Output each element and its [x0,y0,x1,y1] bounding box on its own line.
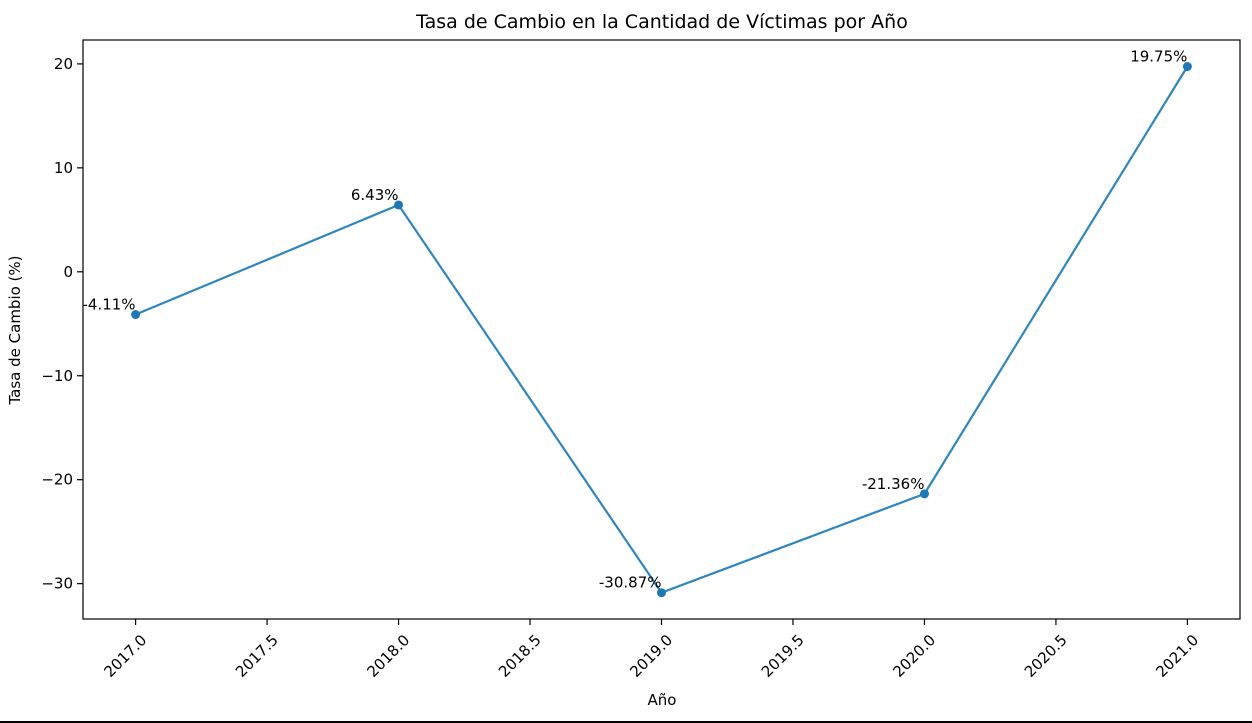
x-tick-label: 2020.5 [1021,631,1071,681]
x-tick-label: 2021.0 [1152,631,1202,681]
chart-title: Tasa de Cambio en la Cantidad de Víctima… [415,11,908,33]
x-tick-label: 2019.0 [626,631,676,681]
data-label: -21.36% [862,475,925,493]
data-point [131,310,141,320]
data-point [657,588,666,598]
data-point [394,200,404,210]
y-tick-label: −10 [41,367,73,385]
data-label: 19.75% [1130,48,1187,66]
y-tick-label: 10 [54,159,73,177]
x-tick-label: 2018.5 [495,631,545,681]
x-tick-label: 2018.0 [363,631,413,681]
x-tick-label: 2019.5 [758,631,808,681]
y-tick-label: −30 [41,575,73,593]
data-point [1182,62,1192,72]
x-tick-label: 2017.5 [232,631,282,681]
series-line [135,65,1189,595]
y-axis-label: Tasa de Cambio (%) [6,255,24,405]
figure-bottom-border [0,721,1252,723]
x-axis: 2017.0 2017.5 2018.0 2018.5 2019.0 2019.5 2020… [100,619,1202,681]
x-tick-label: 2017.0 [100,631,150,681]
plot-frame [82,39,1241,620]
data-label: -4.11% [83,296,136,314]
plot-area [82,39,1241,620]
y-axis: 20 10 0 −10 −20 −30 [41,55,83,593]
y-tick-label: 20 [54,55,73,73]
data-point [919,489,929,499]
data-label: -30.87% [599,574,662,592]
y-tick-label: 0 [63,263,73,281]
x-axis-label: Año [648,691,677,709]
x-tick-label: 2020.0 [889,631,939,681]
y-tick-label: −20 [41,471,73,489]
series-group: -4.11% 6.43% -30.87% -21.36% 19.75% [83,48,1192,598]
data-label: 6.43% [351,186,399,204]
